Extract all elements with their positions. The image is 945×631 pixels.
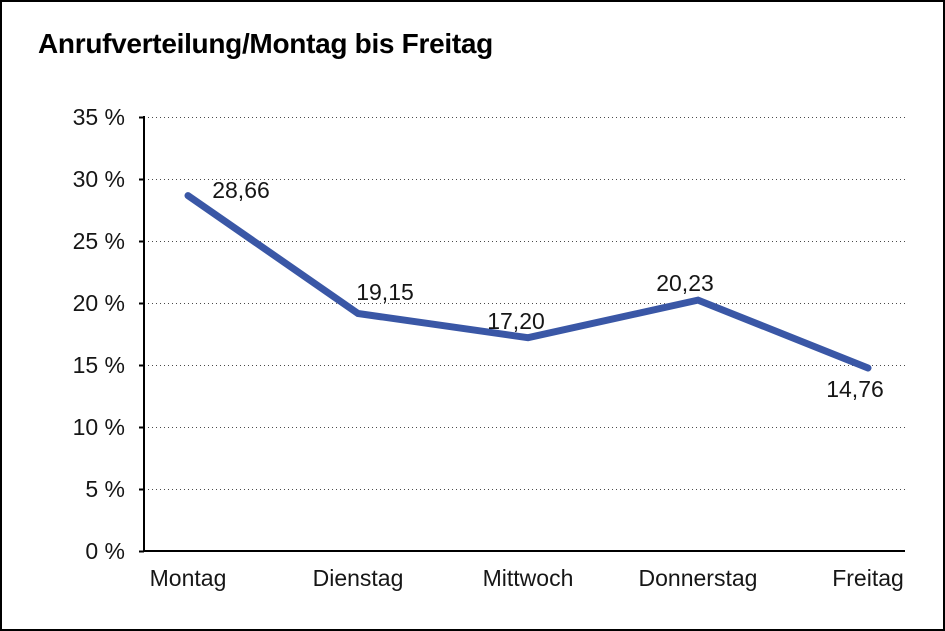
data-point-label: 19,15	[356, 279, 414, 305]
y-axis-tick-label: 30 %	[72, 166, 125, 192]
y-axis-tick-label: 5 %	[85, 476, 125, 502]
x-axis-category-label: Montag	[149, 565, 227, 591]
data-point-label: 28,66	[212, 177, 270, 203]
x-axis-category-label: Donnerstag	[638, 565, 758, 591]
y-axis-tick-label: 20 %	[72, 290, 125, 316]
y-axis-tick-label: 0 %	[85, 538, 125, 564]
x-axis-category-label: Freitag	[832, 565, 904, 591]
y-axis-tick-label: 35 %	[72, 104, 125, 130]
chart-title: Anrufverteilung/Montag bis Freitag	[38, 28, 493, 59]
y-axis-tick-label: 15 %	[72, 352, 125, 378]
y-axis-tick-label: 25 %	[72, 228, 125, 254]
y-axis-tick-label: 10 %	[72, 414, 125, 440]
data-point-label: 20,23	[656, 270, 714, 296]
data-point-label: 17,20	[487, 308, 545, 334]
data-line	[184, 192, 872, 372]
x-axis-category-label: Dienstag	[312, 565, 404, 591]
data-point-label: 14,76	[826, 376, 884, 402]
x-axis-category-label: Mittwoch	[482, 565, 574, 591]
